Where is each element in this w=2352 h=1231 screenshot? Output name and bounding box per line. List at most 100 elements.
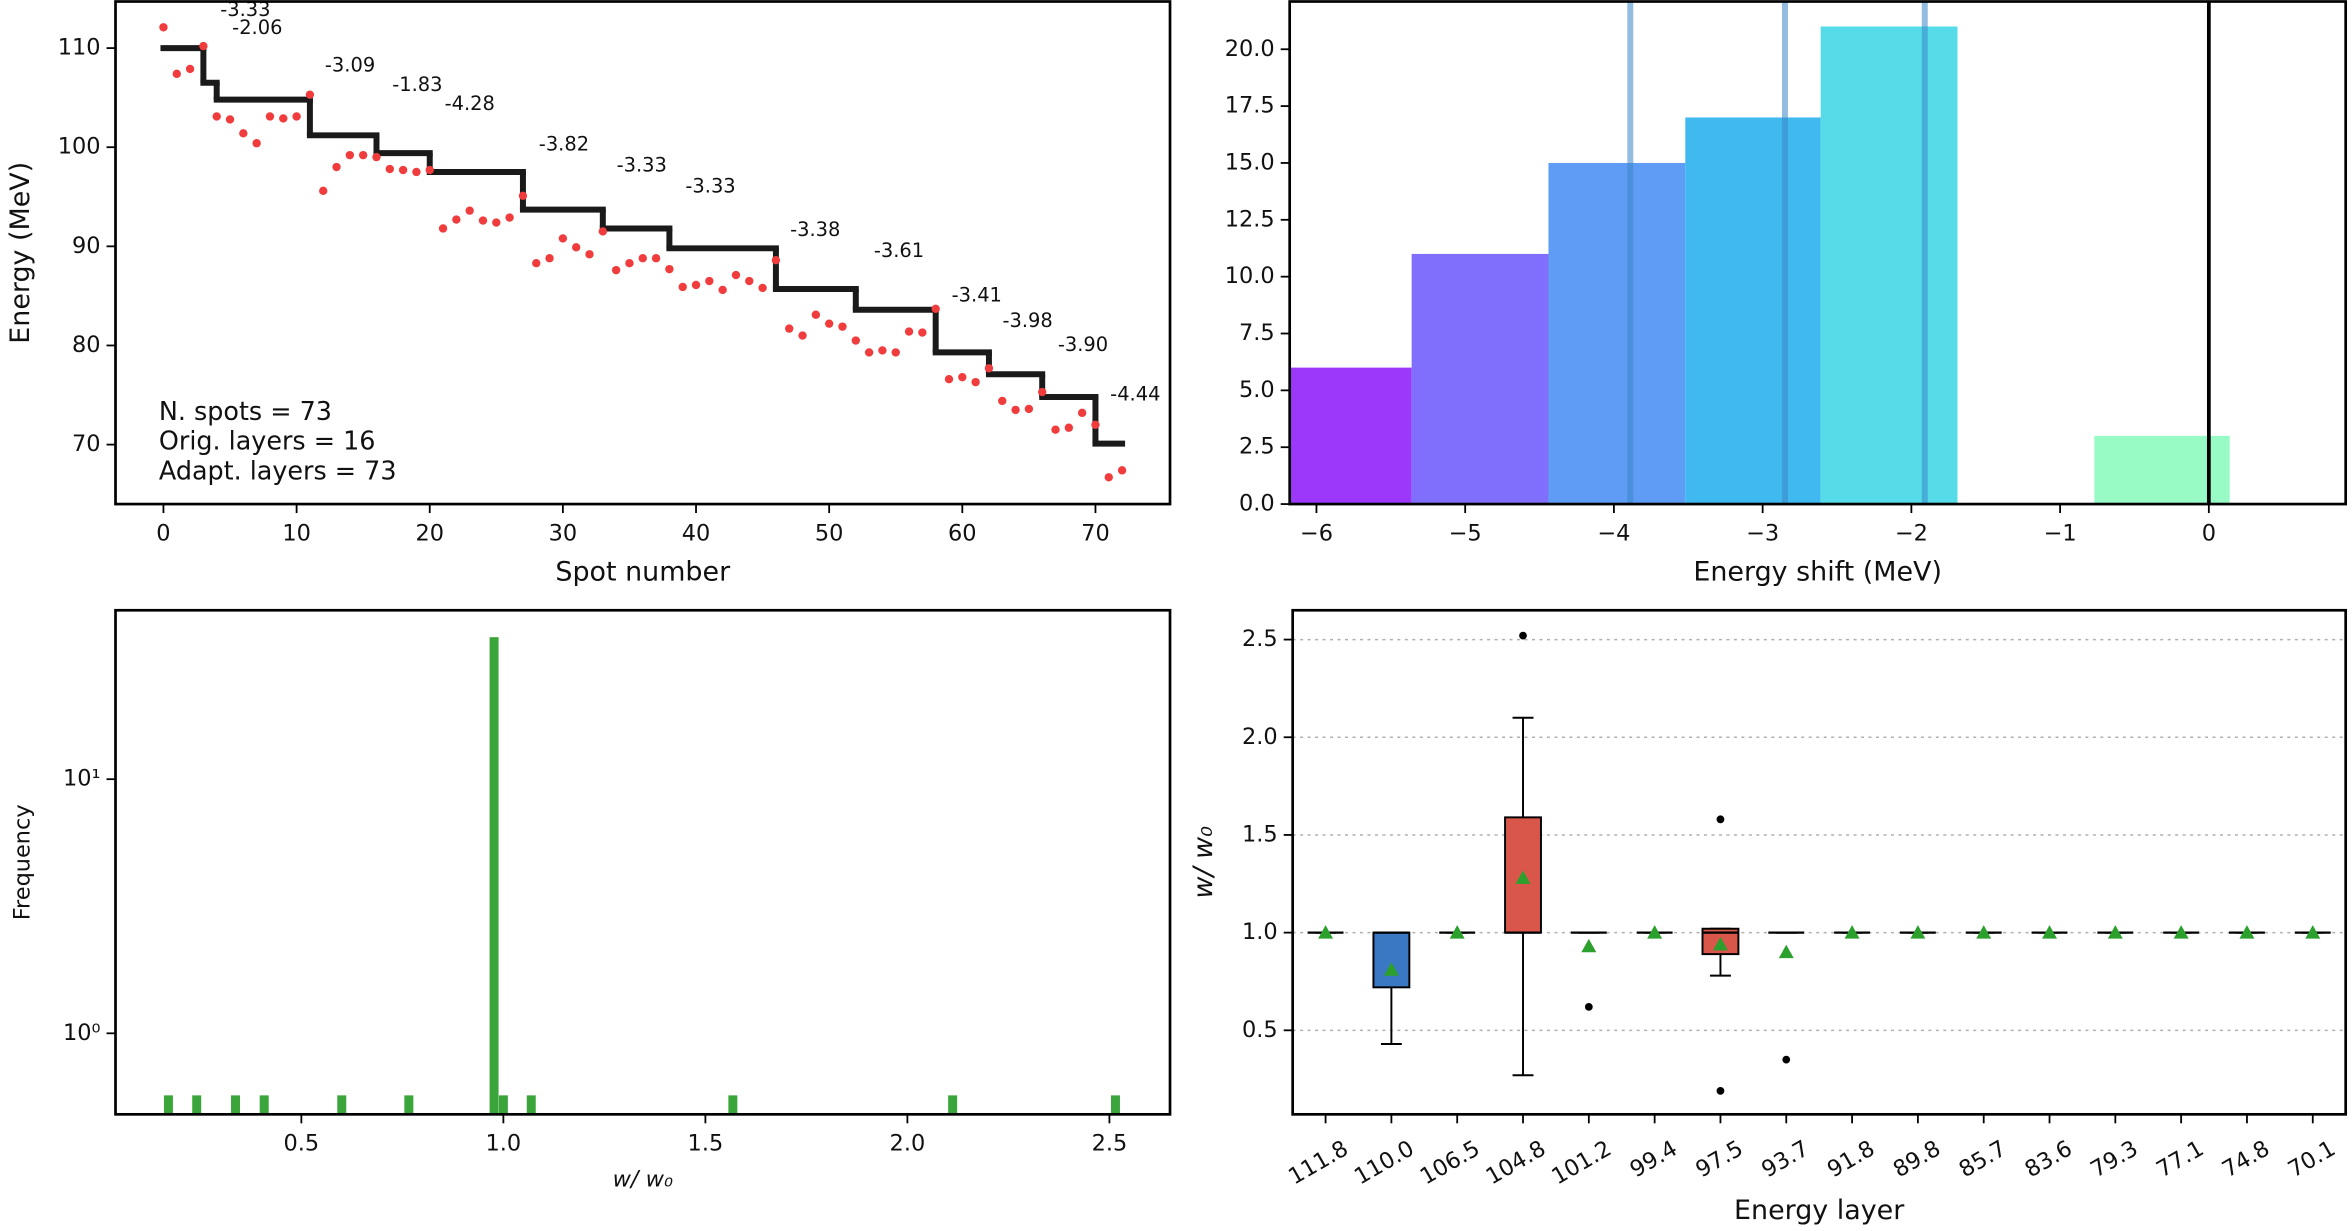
spot-point <box>185 64 195 74</box>
spot-point <box>1051 425 1060 434</box>
mean-marker <box>2239 925 2255 939</box>
bar <box>163 1095 173 1115</box>
spot-point <box>372 152 381 162</box>
spot-point <box>758 283 767 293</box>
spot-point <box>332 162 341 172</box>
y-tick-label: 15.0 <box>1225 149 1275 175</box>
spot-point <box>478 216 488 225</box>
spot-point <box>678 282 687 292</box>
x-axis-label: Energy shift (MeV) <box>1693 556 1942 587</box>
x-tick-label: 0.5 <box>284 1131 320 1157</box>
x-tick-label: −6 <box>1300 520 1333 546</box>
axes-frame <box>1288 0 2348 506</box>
mean-marker <box>1515 870 1531 884</box>
bar <box>231 1095 240 1115</box>
spot-point <box>891 348 900 357</box>
bar <box>526 1095 536 1115</box>
x-axis-label: w/ w₀ <box>613 1167 673 1193</box>
spot-point <box>665 264 674 274</box>
spot-point <box>1091 420 1100 429</box>
x-tick-label: 40 <box>682 520 711 546</box>
mean-marker <box>1383 962 1399 976</box>
mean-marker <box>2107 925 2123 939</box>
spot-point <box>412 167 421 177</box>
shift-annotation: -3.82 <box>539 133 589 156</box>
spot-point <box>492 218 501 227</box>
spot-point <box>398 165 408 175</box>
y-tick-label: 110 <box>58 35 101 61</box>
spot-point <box>545 254 554 263</box>
info-text: Orig. layers = 16 <box>159 426 376 456</box>
bar <box>337 1095 347 1115</box>
x-tick-label: −3 <box>1746 520 1779 546</box>
x-axis-label: Energy layer <box>1734 1195 1905 1226</box>
shift-annotation: -3.09 <box>325 53 375 76</box>
box <box>1372 931 1411 989</box>
spot-point <box>532 259 541 268</box>
spot-point <box>625 259 634 268</box>
spot-point <box>345 150 355 160</box>
spot-point <box>305 90 315 99</box>
flier <box>1584 1002 1593 1011</box>
mean-marker <box>1647 925 1663 939</box>
spot-point <box>292 112 301 121</box>
x-tick-label: 101.2 <box>1547 1136 1616 1191</box>
y-tick-label: 7.5 <box>1239 320 1275 346</box>
shift-annotation: -3.90 <box>1058 333 1108 356</box>
x-tick-label: 91.8 <box>1823 1136 1879 1183</box>
y-tick-label: 2.5 <box>1239 434 1275 460</box>
x-tick-label: 60 <box>948 520 977 546</box>
x-tick-label: 70 <box>1081 520 1110 546</box>
plot-area <box>163 637 1120 1115</box>
bar <box>498 1095 508 1115</box>
y-tick-label: 20.0 <box>1225 36 1275 62</box>
y-tick-label: 70 <box>72 431 101 457</box>
histogram-bar <box>1820 26 1958 505</box>
y-tick-label: 17.5 <box>1225 93 1275 119</box>
shift-annotation: -4.44 <box>1110 382 1160 405</box>
y-tick-label: 80 <box>72 332 101 358</box>
mean-marker <box>1844 925 1860 939</box>
y-tick-label: 1.0 <box>1242 919 1278 945</box>
spot-point <box>1064 423 1074 432</box>
mean-marker <box>1778 944 1794 959</box>
y-tick-label: 2.0 <box>1242 724 1278 750</box>
spot-point <box>998 396 1007 406</box>
x-tick-label: 2.5 <box>1092 1131 1128 1157</box>
plot-area <box>159 23 1127 482</box>
spot-point <box>705 276 714 286</box>
shift-annotation: -1.83 <box>392 73 442 96</box>
x-tick-label: 111.8 <box>1284 1136 1353 1191</box>
spot-point <box>358 150 368 160</box>
mean-marker <box>1318 925 1334 939</box>
flier <box>1782 1055 1791 1064</box>
shift-annotation: -2.06 <box>232 16 282 39</box>
histogram-bar <box>1411 253 1549 505</box>
spot-point <box>225 115 235 124</box>
spot-point <box>851 336 860 345</box>
axes-frame <box>1291 608 2348 1116</box>
x-tick-label: −2 <box>1895 520 1928 546</box>
y-tick-label: 0.0 <box>1239 491 1275 517</box>
spot-point <box>918 328 927 337</box>
x-tick-label: 30 <box>549 520 578 546</box>
spot-point <box>718 285 727 295</box>
y-tick-label: 10.0 <box>1225 263 1275 289</box>
spot-point <box>598 227 608 236</box>
spot-point <box>745 276 754 286</box>
plot-area <box>1292 631 2346 1095</box>
x-tick-label: 104.8 <box>1482 1136 1551 1191</box>
spot-point <box>944 374 954 384</box>
spot-point <box>1024 404 1034 414</box>
flier <box>1716 1086 1725 1095</box>
spot-point <box>904 327 914 336</box>
spot-point <box>638 254 647 263</box>
mean-marker <box>1910 925 1926 939</box>
spot-point <box>505 213 514 222</box>
spot-point <box>984 364 994 373</box>
spot-point <box>1077 408 1087 418</box>
x-tick-label: 1.5 <box>688 1131 724 1157</box>
shift-annotation: -4.28 <box>445 92 495 115</box>
spot-point <box>319 186 328 196</box>
y-axis-label: Energy (MeV) <box>5 162 36 344</box>
